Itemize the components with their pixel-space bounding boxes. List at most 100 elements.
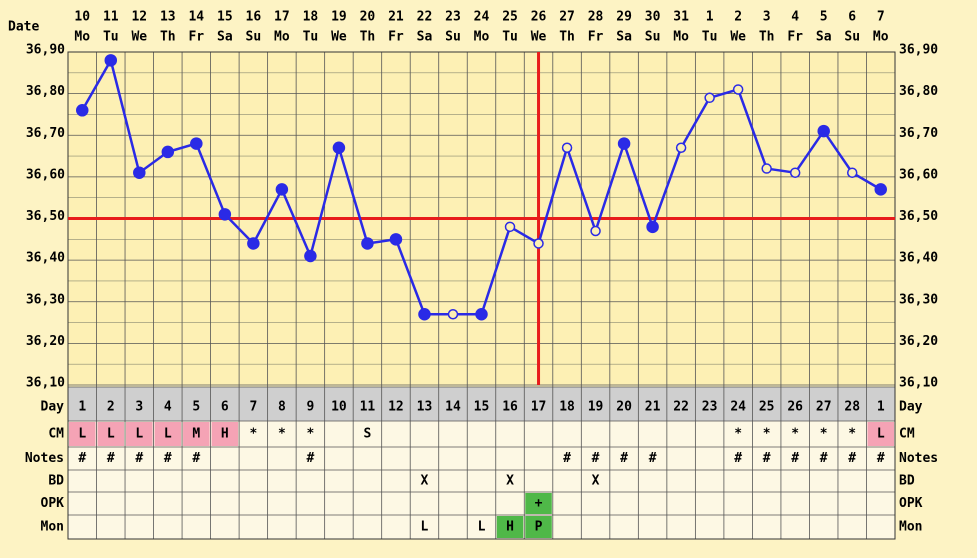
cell: # <box>820 451 828 466</box>
weekday: Fr <box>588 30 604 45</box>
y-tick-label-right: 36,20 <box>899 334 938 349</box>
cell: * <box>306 427 314 442</box>
cell: * <box>848 427 856 442</box>
temperature-point <box>247 237 260 250</box>
temperature-point <box>190 137 203 150</box>
temperature-point <box>846 167 858 178</box>
date: 26 <box>531 10 547 25</box>
cell: 5 <box>192 400 200 415</box>
row-label: Mon <box>41 520 64 535</box>
weekday: Tu <box>303 30 319 45</box>
date: 18 <box>303 10 319 25</box>
cell: 22 <box>673 400 689 415</box>
cell: 19 <box>588 400 604 415</box>
date: 25 <box>502 10 518 25</box>
y-tick-label: 36,90 <box>26 43 65 58</box>
y-tick-label-right: 36,90 <box>899 43 938 58</box>
cell: # <box>135 451 143 466</box>
date: 29 <box>616 10 632 25</box>
cell: * <box>249 427 257 442</box>
temperature-point <box>389 233 403 246</box>
temperature-point <box>646 220 659 234</box>
temperature-point <box>76 104 89 117</box>
y-tick-label: 36,80 <box>26 84 65 99</box>
temperature-point <box>874 183 887 196</box>
cell: 1 <box>78 400 86 415</box>
row-label: CM <box>48 427 64 442</box>
cell: # <box>877 451 885 466</box>
temperature-point <box>732 84 744 95</box>
temperature-point <box>361 237 374 250</box>
cell: # <box>734 451 742 466</box>
weekday: Sa <box>217 30 233 45</box>
cell: 18 <box>559 400 575 415</box>
temperature-point <box>704 92 715 104</box>
date: 23 <box>445 10 461 25</box>
y-tick-label: 36,60 <box>26 167 65 182</box>
date: 7 <box>877 10 885 25</box>
cell: # <box>563 451 571 466</box>
date: 20 <box>360 10 376 25</box>
weekday: Mo <box>474 30 490 45</box>
cell: # <box>791 451 799 466</box>
date: 10 <box>74 10 90 25</box>
date: 13 <box>160 10 176 25</box>
cell: * <box>278 427 286 442</box>
cell-highlight <box>211 422 239 446</box>
cell: # <box>848 451 856 466</box>
row-label-right: CM <box>899 427 915 442</box>
weekday: Tu <box>103 30 119 45</box>
temperature-point <box>161 145 175 159</box>
date: 15 <box>217 10 233 25</box>
cell: X <box>592 474 600 489</box>
cell: X <box>506 474 514 489</box>
cell: L <box>877 427 885 442</box>
cell-highlight <box>97 422 125 446</box>
cell: 12 <box>388 400 404 415</box>
weekday: Mo <box>274 30 290 45</box>
cell: # <box>107 451 115 466</box>
cell: 26 <box>787 400 803 415</box>
cell: M <box>192 427 200 442</box>
date-label: Date <box>8 20 39 35</box>
weekday: We <box>531 30 547 45</box>
cell-highlight <box>496 516 524 538</box>
weekday: Su <box>246 30 262 45</box>
weekday: We <box>331 30 347 45</box>
cell: 9 <box>306 400 314 415</box>
cell-highlight <box>867 422 894 446</box>
cell: 2 <box>107 400 115 415</box>
weekday: Sa <box>816 30 832 45</box>
weekday: Th <box>360 30 376 45</box>
date: 19 <box>331 10 347 25</box>
temperature-point <box>332 141 346 154</box>
cell: 1 <box>877 400 885 415</box>
temperature-point <box>761 163 772 174</box>
y-tick-label: 36,50 <box>26 209 65 224</box>
cell: # <box>78 451 86 466</box>
cell: * <box>791 427 799 442</box>
y-tick-label: 36,20 <box>26 334 65 349</box>
row-label: BD <box>48 474 64 489</box>
weekday: Su <box>844 30 860 45</box>
temperature-point <box>590 225 601 237</box>
cell: * <box>763 427 771 442</box>
day-row-bg <box>68 387 895 421</box>
row-label: Day <box>41 400 65 415</box>
row-label-right: Mon <box>899 520 922 535</box>
date: 21 <box>388 10 404 25</box>
weekday: We <box>131 30 147 45</box>
cell-highlight <box>69 422 96 446</box>
cell: L <box>164 427 172 442</box>
cell-highlight <box>154 422 182 446</box>
y-tick-label-right: 36,50 <box>899 209 938 224</box>
temperature-point <box>561 142 573 153</box>
temperature-point <box>504 221 516 233</box>
date: 6 <box>848 10 856 25</box>
date: 22 <box>417 10 433 25</box>
cell: L <box>421 520 429 535</box>
temperature-point <box>133 166 146 179</box>
cell: 6 <box>221 400 229 415</box>
cell: L <box>135 427 143 442</box>
